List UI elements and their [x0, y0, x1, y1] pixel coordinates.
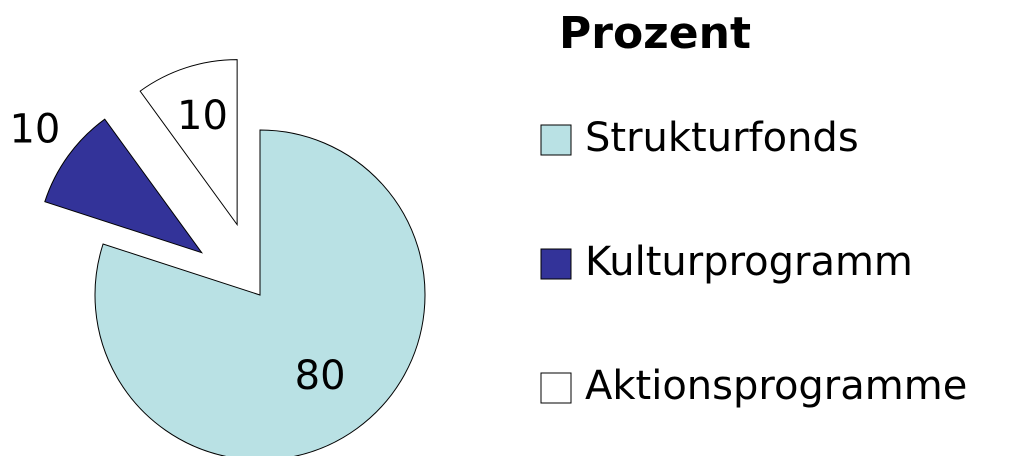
- pie-slice: [139, 59, 238, 227]
- legend-swatch: [540, 248, 572, 280]
- data-label: 10: [177, 93, 228, 139]
- pie-slice: [94, 129, 426, 460]
- legend-label: Strukturfonds: [585, 115, 859, 161]
- legend-title: Prozent: [559, 8, 751, 59]
- legend-label: Kulturprogramm: [585, 239, 913, 285]
- legend-swatch: [540, 372, 572, 404]
- data-label: 10: [9, 106, 60, 152]
- data-label: 80: [295, 353, 346, 399]
- legend-label: Aktionsprogramme: [585, 363, 967, 409]
- pie-slice: [44, 118, 204, 254]
- legend-swatch: [540, 124, 572, 156]
